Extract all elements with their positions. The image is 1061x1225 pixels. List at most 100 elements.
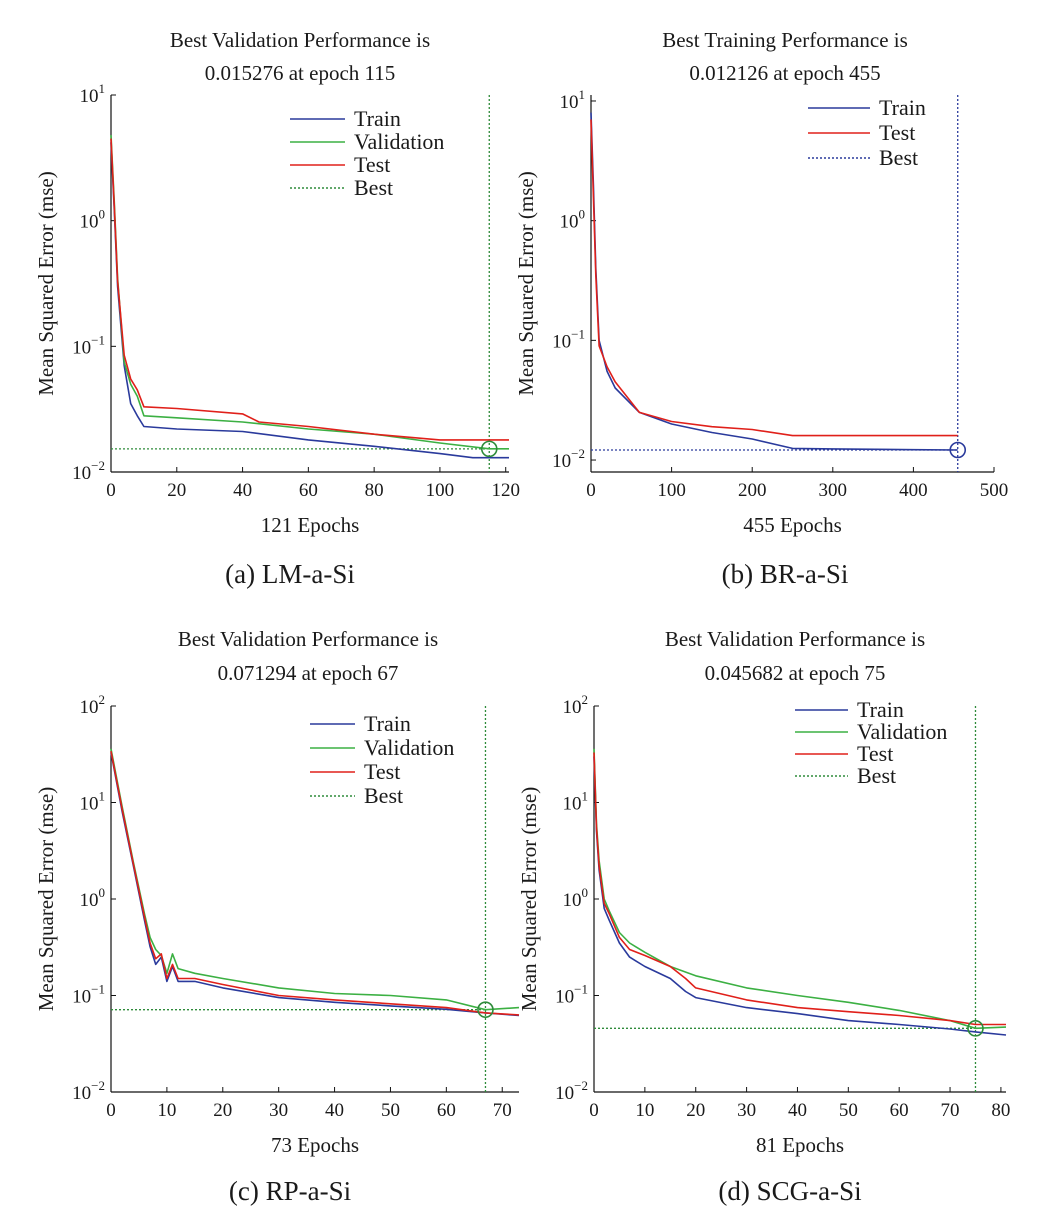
y-axis-label: Mean Squared Error (mse): [34, 787, 58, 1012]
y-tick-label: 100: [80, 207, 106, 233]
chart-title-line: Best Validation Performance is: [170, 28, 430, 52]
y-tick-label: 101: [80, 81, 106, 107]
series-line-train: [110, 142, 509, 459]
chart-title-line: 0.045682 at epoch 75: [705, 661, 886, 685]
x-tick-label: 0: [586, 480, 596, 501]
x-tick-label: 80: [991, 1100, 1010, 1121]
panel-caption: (b) BR-a-Si: [722, 559, 849, 589]
x-tick-label: 40: [325, 1100, 344, 1121]
series-line-train: [593, 756, 1007, 1036]
y-tick-label: 10−2: [72, 1078, 105, 1104]
legend-label-test: Test: [857, 741, 893, 766]
legend-label-train: Train: [354, 106, 401, 131]
panel-caption: (c) RP-a-Si: [229, 1176, 351, 1206]
legend-label-best: Best: [879, 145, 918, 170]
x-tick-label: 100: [426, 480, 455, 501]
best-point-marker: [967, 1020, 984, 1037]
y-tick-label: 101: [80, 789, 106, 815]
y-tick-label: 10−1: [72, 982, 105, 1008]
legend-label-train: Train: [364, 711, 411, 736]
x-axis-label: 121 Epochs: [261, 513, 360, 537]
legend-label-best: Best: [364, 783, 403, 808]
series-line-test: [593, 752, 1006, 1026]
x-tick-label: 300: [819, 480, 848, 501]
legend-label-validation: Validation: [364, 735, 454, 760]
x-tick-label: 40: [788, 1100, 807, 1121]
legend-label-best: Best: [354, 175, 393, 200]
series-line-test: [590, 119, 958, 437]
y-tick-label: 100: [560, 207, 586, 233]
y-tick-label: 10−1: [555, 982, 588, 1008]
chart-title-line: Best Training Performance is: [662, 28, 908, 52]
legend-label-validation: Validation: [857, 719, 947, 744]
legend-label-best: Best: [857, 763, 896, 788]
chart-title-line: 0.071294 at epoch 67: [218, 661, 399, 685]
chart-title-line: 0.012126 at epoch 455: [689, 61, 880, 85]
y-tick-label: 100: [563, 885, 589, 911]
x-tick-label: 0: [106, 1100, 116, 1121]
series-line-test: [110, 751, 520, 1016]
x-tick-label: 40: [233, 480, 252, 501]
y-tick-label: 10−1: [72, 332, 105, 358]
y-tick-label: 102: [563, 692, 589, 718]
x-tick-label: 120: [491, 480, 520, 501]
x-tick-label: 100: [657, 480, 686, 501]
panel-a: Best Validation Performance is 0.015276 a…: [34, 28, 520, 589]
y-axis-label: Mean Squared Error (mse): [517, 787, 541, 1012]
x-tick-label: 0: [589, 1100, 599, 1121]
x-tick-label: 30: [269, 1100, 288, 1121]
series-line-train: [110, 752, 520, 1017]
series-line-validation: [110, 135, 509, 450]
y-tick-label: 102: [80, 692, 106, 718]
x-tick-label: 20: [686, 1100, 705, 1121]
best-point-marker: [480, 440, 498, 458]
legend-label-train: Train: [857, 697, 904, 722]
panel-b: Best Training Performance is 0.012126 at …: [514, 28, 1008, 589]
legend-label-test: Test: [354, 152, 390, 177]
series-line-validation: [110, 748, 520, 1011]
y-tick-label: 101: [563, 789, 589, 815]
x-tick-label: 400: [899, 480, 928, 501]
chart-title-line: Best Validation Performance is: [178, 627, 438, 651]
panel-d: Best Validation Performance is 0.045682 a…: [517, 627, 1010, 1206]
x-tick-label: 10: [157, 1100, 176, 1121]
y-tick-label: 101: [560, 87, 586, 113]
x-tick-label: 30: [737, 1100, 756, 1121]
x-tick-label: 60: [437, 1100, 456, 1121]
x-tick-label: 10: [635, 1100, 654, 1121]
panel-caption: (d) SCG-a-Si: [718, 1176, 861, 1206]
x-tick-label: 20: [167, 480, 186, 501]
legend-label-validation: Validation: [354, 129, 444, 154]
panel-caption: (a) LM-a-Si: [225, 559, 355, 589]
x-tick-label: 200: [738, 480, 767, 501]
series-line-test: [110, 138, 509, 441]
y-axis-label: Mean Squared Error (mse): [34, 171, 58, 396]
x-tick-label: 60: [299, 480, 318, 501]
chart-title-line: Best Validation Performance is: [665, 627, 925, 651]
best-point-marker: [477, 1001, 494, 1018]
y-tick-label: 10−1: [552, 326, 585, 352]
series-line-validation: [593, 748, 1007, 1030]
legend-label-test: Test: [879, 120, 915, 145]
legend-label-test: Test: [364, 759, 400, 784]
y-tick-label: 10−2: [555, 1078, 588, 1104]
x-axis-label: 73 Epochs: [271, 1133, 359, 1157]
x-tick-label: 70: [941, 1100, 960, 1121]
x-tick-label: 20: [213, 1100, 232, 1121]
chart-title-line: 0.015276 at epoch 115: [205, 61, 396, 85]
x-axis-label: 455 Epochs: [743, 513, 842, 537]
x-axis-label: 81 Epochs: [756, 1133, 844, 1157]
legend-label-train: Train: [879, 95, 926, 120]
y-tick-label: 100: [80, 885, 106, 911]
y-tick-label: 10−2: [72, 458, 105, 484]
x-tick-label: 0: [106, 480, 116, 501]
x-tick-label: 500: [980, 480, 1009, 501]
panel-c: Best Validation Performance is 0.071294 a…: [34, 627, 520, 1206]
x-tick-label: 60: [890, 1100, 909, 1121]
y-tick-label: 10−2: [552, 446, 585, 472]
x-tick-label: 50: [839, 1100, 858, 1121]
y-axis-label: Mean Squared Error (mse): [514, 171, 538, 396]
best-point-marker: [949, 441, 967, 459]
x-tick-label: 80: [365, 480, 384, 501]
